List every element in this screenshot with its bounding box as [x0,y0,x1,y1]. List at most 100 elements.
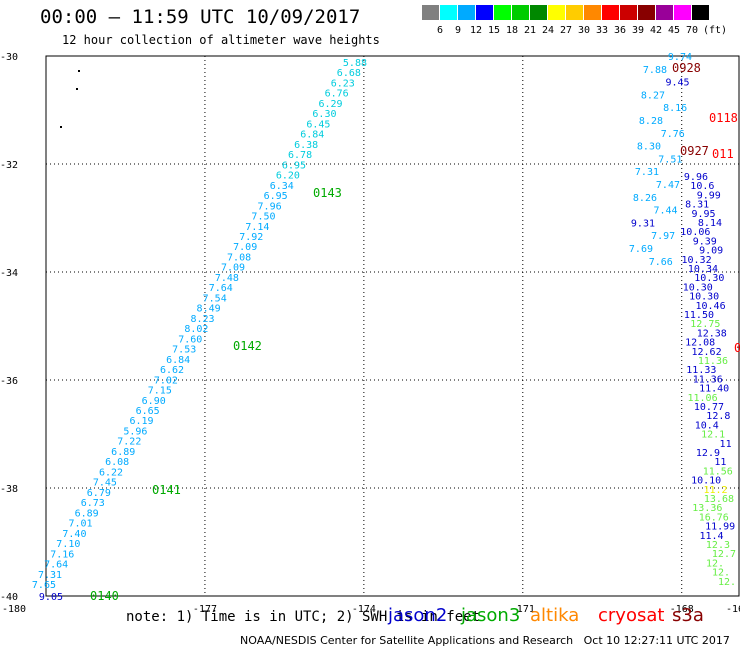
swh-value: 8.16 [663,103,687,114]
legend-swatch [656,5,673,20]
lon-tick-label: -180 [2,604,26,615]
swh-value: 7.64 [209,283,233,294]
swh-value: 6.08 [105,457,129,468]
swh-value: 7.53 [172,345,196,356]
swh-value: 6.89 [111,447,135,458]
map-frame [45,55,740,597]
footer-note: note: 1) Time is in UTC; 2) SWH is in fe… [126,609,481,625]
lat-tick-label: -38 [0,484,18,495]
swh-value: 7.64 [44,560,68,571]
island-dot [76,88,78,90]
legend-label: 39 [631,25,645,36]
legend-label: 12 [469,25,483,36]
swh-value: 11.50 [684,310,714,321]
swh-value: 8.27 [641,90,665,101]
swh-value: 8.26 [633,193,657,204]
swh-value: 10.30 [694,273,724,284]
swh-value: 12. [712,568,730,579]
legend-label: 6 [436,25,444,36]
map-subtitle: 12 hour collection of altimeter wave hei… [62,33,380,47]
pass-time-label: 0118 [709,111,738,125]
swh-value: 7.76 [661,129,685,140]
swh-value: 9.45 [666,78,690,89]
lon-tick-label: -171 [511,604,535,615]
swh-value: 10.06 [680,227,710,238]
legend-swatch [692,5,709,20]
legend-label: 21 [523,25,537,36]
swh-value: 9.74 [668,52,692,63]
swh-value: 6.34 [270,181,294,192]
swh-value: 7.02 [154,375,178,386]
legend-label: 45 [667,25,681,36]
lat-tick-label: -34 [0,268,18,279]
swh-value: 7.09 [233,242,257,253]
swh-value: 13.68 [704,494,734,505]
swh-value: 8.02 [184,324,208,335]
swh-value: 11 [714,457,726,468]
swh-value: 11 [720,439,732,450]
legend-label: 33 [595,25,609,36]
swh-value: 11.2 [704,485,728,496]
legend-swatch [458,5,475,20]
swh-value: 12.7 [712,549,736,560]
swh-value: 7.50 [251,212,275,223]
swh-value: 7.88 [643,65,667,76]
legend-label: 24 [541,25,555,36]
legend-label: 30 [577,25,591,36]
island-dot [60,126,62,128]
swh-value: 6.30 [312,109,336,120]
swh-value: 9.09 [699,246,723,257]
swh-value: 11.56 [703,466,733,477]
swh-value: 6.84 [300,130,324,141]
swh-value: 6.95 [282,160,306,171]
swh-value: 6.65 [136,406,160,417]
swh-value: 6.19 [129,416,153,427]
swh-value: 11.4 [700,531,724,542]
swh-value: 9.99 [697,190,721,201]
swh-value: 7.45 [93,478,117,489]
swh-value: 6.62 [160,365,184,376]
satellite-name: jason2 [388,605,448,626]
swh-value: 6.84 [166,355,190,366]
lon-tick-label: -174 [352,604,376,615]
pass-time-label: 0142 [233,339,262,353]
legend-swatch [602,5,619,20]
swh-value: 12.62 [691,347,721,358]
swh-value: 12.75 [690,319,720,330]
legend-label: 15 [487,25,501,36]
swh-value: 7.14 [245,222,269,233]
legend-label: 42 [649,25,663,36]
legend-swatch [512,5,529,20]
swh-value: 6.29 [319,99,343,110]
swh-value: 9.05 [39,592,63,603]
legend-label: 18 [505,25,519,36]
legend-label: 70 [685,25,699,36]
swh-value: 7.69 [629,244,653,255]
swh-value: 12.8 [706,411,730,422]
swh-value: 12.08 [685,338,715,349]
swh-value: 7.47 [656,180,680,191]
island-dot [78,70,80,72]
swh-value: 12.9 [696,448,720,459]
swh-value: 8.14 [698,218,722,229]
swh-value: 6.90 [142,396,166,407]
swh-value: 6.78 [288,150,312,161]
swh-value: 5.96 [123,426,147,437]
legend-swatch [422,5,439,20]
swh-value: 13.36 [692,503,722,514]
legend-swatch [620,5,637,20]
swh-value: 12.38 [697,328,727,339]
legend-swatch [584,5,601,20]
swh-value: 7.01 [68,519,92,530]
swh-value: 12. [706,558,724,569]
swh-value: 10.46 [695,301,725,312]
swh-value: 11.99 [705,522,735,533]
swh-value: 8.23 [190,314,214,325]
swh-value: 10.77 [694,402,724,413]
swh-value: 16.76 [699,512,729,523]
swh-value: 6.22 [99,467,123,478]
satellite-name: s3a [672,605,704,626]
legend-swatch [476,5,493,20]
satellite-name: cryosat [598,605,665,626]
